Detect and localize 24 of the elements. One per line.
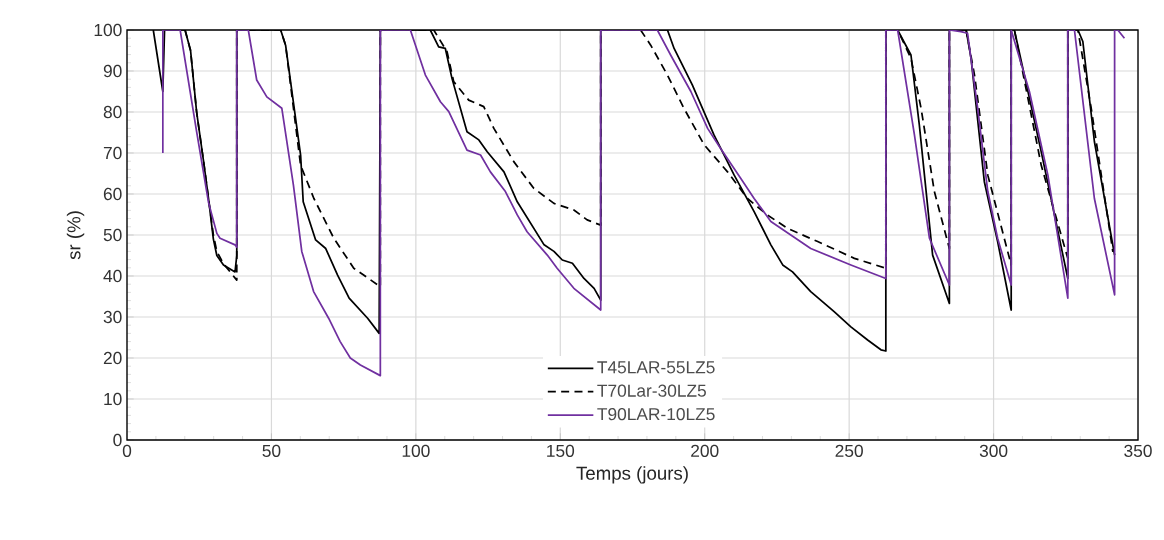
legend-label: T70Lar-30LZ5 — [597, 384, 706, 397]
legend-label: T90LAR-10LZ5 — [597, 407, 715, 421]
y-tick-label: 40 — [103, 269, 122, 283]
y-tick-label: 80 — [103, 105, 122, 119]
x-tick-label: 150 — [547, 444, 575, 457]
x-axis-title: Temps (jours) — [576, 466, 688, 484]
y-tick-label: 20 — [103, 351, 122, 365]
y-tick-label: 100 — [94, 23, 122, 37]
legend-label: T45LAR-55LZ5 — [597, 361, 715, 374]
x-tick-label: 250 — [835, 444, 863, 457]
x-tick-label: 100 — [402, 444, 430, 457]
y-tick-label: 50 — [103, 228, 122, 242]
y-tick-label: 70 — [103, 146, 122, 160]
x-tick-label: 50 — [262, 444, 281, 457]
y-tick-label: 60 — [103, 187, 122, 201]
y-tick-label: 30 — [103, 310, 122, 324]
y-tick-label: 90 — [103, 64, 122, 78]
x-tick-label: 0 — [122, 444, 132, 457]
x-tick-label: 300 — [979, 444, 1008, 457]
y-axis-title: sr (%) — [66, 211, 85, 260]
x-tick-label: 350 — [1124, 444, 1152, 457]
y-tick-label: 10 — [104, 392, 122, 406]
y-tick-label: 0 — [113, 433, 122, 447]
x-tick-label: 200 — [691, 444, 719, 457]
